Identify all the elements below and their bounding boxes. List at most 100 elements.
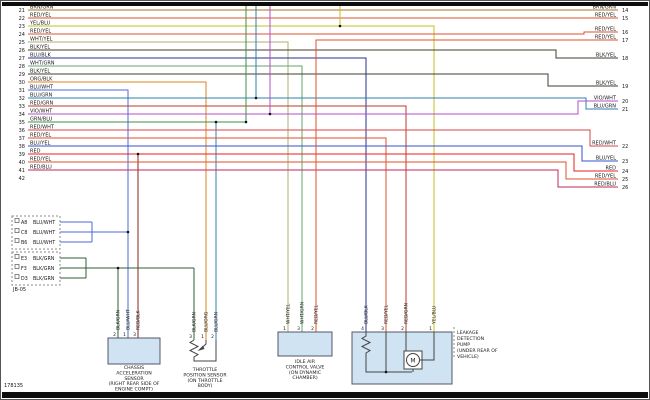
left-pin-number: 27 — [19, 56, 25, 62]
pump-internal-wire — [419, 332, 435, 361]
pump-motor-m: M — [410, 357, 415, 364]
wire — [28, 73, 618, 87]
diagram-number: 178135 — [4, 383, 24, 389]
wire — [28, 129, 618, 147]
wire — [28, 145, 618, 162]
chassis-sensor-caption: CHASSIS — [124, 365, 144, 371]
wire — [28, 57, 367, 332]
wire — [28, 49, 618, 59]
right-pin-number: 24 — [622, 169, 628, 175]
junction-block-box-upper — [11, 215, 61, 250]
component-wire-label: YEL/BLU — [432, 306, 438, 325]
left-pin-number: 39 — [19, 152, 25, 158]
wire — [28, 41, 289, 332]
throttle-sensor-caption: THROTTLE — [192, 367, 218, 373]
left-wire-label: BLU/GRN — [30, 93, 53, 99]
right-wire-label: RED/YEL — [595, 27, 616, 33]
jb-pin-id: C8 — [21, 230, 27, 236]
component-wire-label: BLU/GRN — [214, 312, 220, 332]
pump-caption: LEAKAGE — [457, 330, 479, 336]
iac-valve-caption: CHAMBER) — [292, 375, 317, 381]
wire — [315, 39, 618, 332]
component-wire-label: RED/BLK — [136, 309, 142, 330]
component-pin-number: 3 — [133, 332, 136, 338]
right-wire-label: BLU/YEL — [596, 156, 617, 162]
jb-terminal — [14, 254, 20, 259]
right-wire-label: BLK/YEL — [596, 81, 616, 87]
iac-valve-caption: (ON DYNAMIC — [289, 370, 322, 376]
throttle-sensor-caption: BODY) — [198, 383, 213, 389]
left-wire-label: RED — [30, 149, 41, 155]
left-wire-label: BRN/GRN — [30, 5, 54, 11]
jb-terminal — [14, 228, 20, 233]
left-pin-number: 40 — [19, 160, 25, 166]
right-pin-number: 15 — [622, 16, 628, 22]
left-pin-number: 37 — [19, 136, 25, 142]
iac-valve-caption: CONTROL VALVE — [286, 364, 325, 370]
junction-dot — [338, 24, 342, 28]
component-wire-label: RED/YEL — [314, 304, 320, 324]
throttle-sensor-caption: (ON THROTTLE — [187, 378, 222, 384]
right-pin-number: 21 — [622, 107, 628, 113]
left-pin-number: 24 — [19, 32, 25, 38]
right-pin-number: 22 — [622, 144, 628, 150]
wire — [28, 153, 618, 172]
leak-pump-box — [351, 331, 453, 385]
tps-resistor — [188, 339, 217, 362]
junction-dot — [126, 230, 130, 234]
chassis-sensor-caption: ENGINE COMPT) — [115, 387, 153, 393]
right-wire-label: RED/YEL — [595, 13, 616, 19]
junction-dot — [268, 112, 272, 116]
wire — [28, 100, 618, 115]
right-pin-number: 25 — [622, 177, 628, 183]
left-wire-label: WHT/YEL — [30, 37, 53, 43]
component-pin-number: 2 — [211, 334, 214, 340]
pump-caption: PUMP — [457, 342, 470, 348]
junction-dot — [116, 266, 120, 270]
component-wire-label: WHT/YEL — [286, 303, 292, 324]
right-wire-label: BLU/GRN — [594, 104, 617, 110]
component-pin-number: 3 — [297, 326, 300, 332]
jb-wire-label: BLK/GRN — [33, 276, 55, 282]
left-pin-number: 28 — [19, 64, 25, 70]
wire — [28, 25, 435, 332]
left-wire-label: RED/YEL — [30, 157, 51, 163]
left-wire-label: BLU/WHT — [30, 85, 54, 91]
junction-block-box-lower — [11, 251, 61, 286]
jb-wire-label: BLK/GRN — [33, 256, 55, 262]
wire — [28, 161, 618, 180]
component-wire-label: BLU/BLK — [364, 304, 370, 324]
right-pin-number: 17 — [622, 38, 628, 44]
chassis-sensor-box — [107, 337, 161, 365]
left-wire-label: WHT/GRN — [30, 61, 55, 67]
left-pin-number: 23 — [19, 24, 25, 30]
component-wire-label: BLK/GRN — [116, 310, 122, 330]
jb-pin-id: D3 — [21, 276, 28, 282]
left-pin-number: 31 — [19, 88, 25, 94]
component-pin-number: 4 — [361, 326, 364, 332]
right-pin-number: 14 — [622, 8, 628, 14]
component-pin-number: 3 — [381, 326, 384, 332]
jb-pin-id: B6 — [21, 240, 27, 246]
component-pin-number: 1 — [201, 334, 204, 340]
left-pin-number: 42 — [19, 176, 25, 182]
pump-caption: (UNDER REAR OF — [457, 348, 498, 354]
jb-wire-label: BLU/WHT — [33, 230, 55, 236]
tps-wiper-arrow — [197, 345, 205, 351]
left-pin-number: 36 — [19, 128, 25, 134]
left-wire-label: ORG/BLK — [30, 77, 53, 83]
wire — [28, 169, 618, 188]
right-pin-number: 19 — [622, 84, 628, 90]
jb-terminal — [14, 218, 20, 223]
left-wire-label: RED/GRN — [30, 101, 54, 107]
left-wire-label: GRN/BLU — [30, 117, 53, 123]
jb-name: JB-05 — [12, 287, 26, 293]
left-wire-label: RED/YEL — [30, 29, 51, 35]
wire — [28, 81, 207, 340]
right-wire-label: RED/WHT — [592, 141, 617, 147]
left-wire-label: RED/WHT — [30, 125, 55, 131]
jb-pin-id: F3 — [21, 266, 27, 272]
left-wire-label: VIO/WHT — [30, 109, 53, 115]
